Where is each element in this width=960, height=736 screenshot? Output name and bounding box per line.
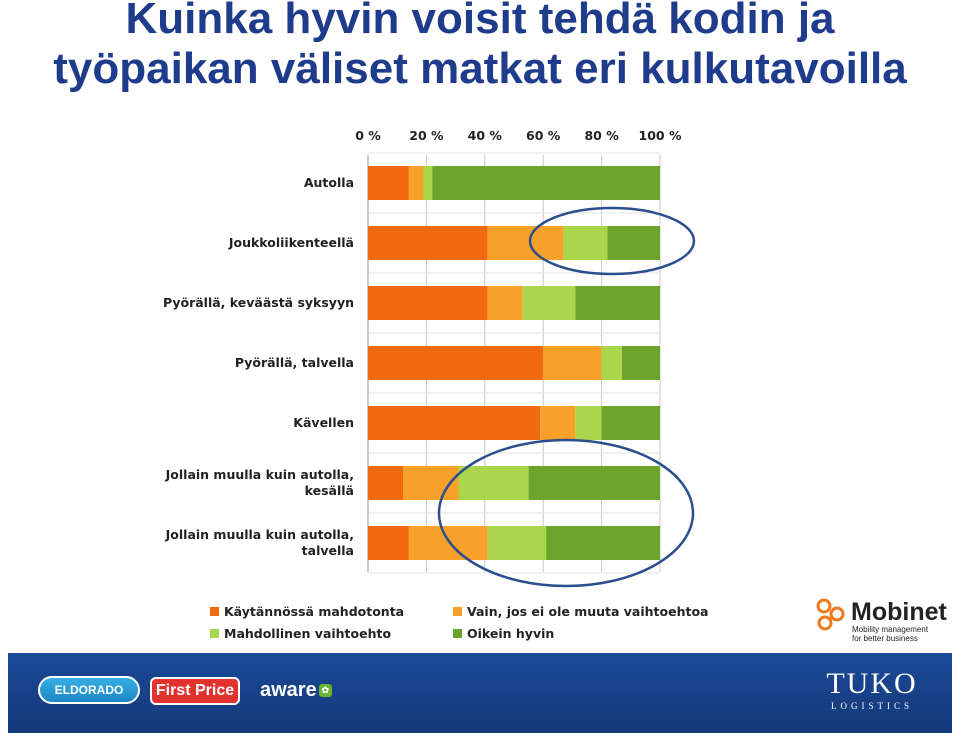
bar-segment (368, 346, 544, 380)
legend-swatch (453, 607, 462, 616)
category-label: talvella (302, 543, 354, 558)
stacked-bar-chart: 0 % 20 % 40 % 60 % 80 % 100 % Autolla Joukkolii… (163, 128, 696, 588)
bar-segment (408, 526, 488, 560)
legend-swatch (210, 629, 219, 638)
bar-segment (575, 406, 602, 440)
sponsor-footer: ELDORADO First Price aware ✿ TUKO LOGIST… (8, 653, 952, 733)
category-label: Autolla (304, 175, 354, 190)
mobinet-logo: Mobinet Mobility management for better b… (815, 598, 955, 646)
mobinet-tagline-1: Mobility management (852, 625, 929, 634)
bar-segment (543, 346, 602, 380)
legend-swatch (210, 607, 219, 616)
bar-segment (432, 166, 660, 200)
legend-label: Mahdollinen vaihtoehto (224, 626, 392, 641)
tuko-logo: TUKO LOGISTICS (822, 669, 922, 715)
category-label: kesällä (305, 483, 354, 498)
bar-segment (546, 526, 660, 560)
legend-label: Vain, jos ei ole muuta vaihtoehtoa (467, 604, 709, 619)
title-line-1: Kuinka hyvin voisit tehdä kodin ja (125, 0, 835, 43)
highlight-ellipse (437, 438, 695, 588)
x-tick-label: 100 % (639, 128, 682, 143)
x-tick-label: 20 % (409, 128, 444, 143)
mobinet-rings-icon (816, 598, 845, 631)
first-price-logo: First Price (150, 677, 240, 705)
bar-segment (601, 346, 623, 380)
bar-segment (601, 406, 660, 440)
bar-segment (368, 406, 541, 440)
mobinet-tagline-2: for better business (852, 634, 918, 643)
bar-segment (528, 466, 660, 500)
bar-segment (607, 226, 660, 260)
legend-label: Käytännössä mahdotonta (224, 604, 405, 619)
bar-segment (368, 286, 488, 320)
category-label: Joukkoliikenteellä (228, 235, 354, 250)
bar-segment (487, 526, 547, 560)
bar-segment (522, 286, 576, 320)
category-label: Pyörällä, keväästä syksyyn (163, 295, 354, 310)
bar-segment (622, 346, 660, 380)
legend-item: Käytännössä mahdotonta (210, 604, 404, 619)
bar-segment (563, 226, 608, 260)
bar-segment (458, 466, 529, 500)
legend-item: Oikein hyvin (453, 626, 554, 641)
aware-logo: aware ✿ (260, 679, 348, 701)
bar-segment (368, 526, 409, 560)
bar-segment (487, 226, 564, 260)
x-tick-label: 40 % (468, 128, 503, 143)
bar-segment (423, 166, 433, 200)
category-label: Jollain muulla kuin autolla, (165, 527, 354, 542)
eldorado-logo: ELDORADO (38, 676, 140, 704)
x-tick-label: 80 % (584, 128, 619, 143)
mobinet-tagline: Mobility management for better business (852, 625, 952, 643)
x-tick-label: 0 % (355, 128, 381, 143)
bar-segment (368, 466, 404, 500)
highlight-ellipse (528, 206, 696, 276)
leaf-icon: ✿ (318, 683, 332, 697)
legend-swatch (453, 629, 462, 638)
mobinet-name: Mobinet (851, 598, 947, 626)
legend-label: Oikein hyvin (467, 626, 555, 641)
category-label: Pyörällä, talvella (235, 355, 354, 370)
bar-segment (487, 286, 523, 320)
tuko-logo-name: TUKO (826, 667, 918, 700)
bar-segment (575, 286, 660, 320)
category-label: Kävellen (293, 415, 354, 430)
legend-item: Mahdollinen vaihtoehto (210, 626, 391, 641)
category-label: Jollain muulla kuin autolla, (165, 467, 354, 482)
chart-legend: Käytännössä mahdotonta Vain, jos ei ole … (210, 604, 710, 648)
bar-segment (540, 406, 576, 440)
x-tick-label: 60 % (526, 128, 561, 143)
page-title: Kuinka hyvin voisit tehdä kodin ja työpa… (0, 0, 960, 94)
bar-segment (368, 166, 409, 200)
legend-item: Vain, jos ei ole muuta vaihtoehtoa (453, 604, 708, 619)
bar-segment (368, 226, 488, 260)
tuko-logo-sub: LOGISTICS (830, 701, 913, 711)
bar-segment (408, 166, 424, 200)
aware-logo-text: aware (260, 678, 317, 701)
title-line-2: työpaikan väliset matkat eri kulkutavoil… (53, 44, 907, 93)
